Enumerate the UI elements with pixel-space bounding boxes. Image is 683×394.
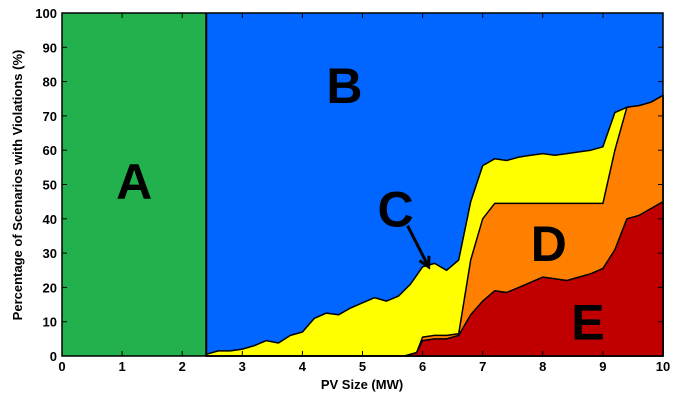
region-e-area [205, 200, 664, 357]
x-tick-label: 9 [599, 359, 606, 374]
y-tick-label: 70 [43, 109, 57, 124]
x-tick-label: 0 [58, 359, 65, 374]
y-tick-label: 40 [43, 212, 57, 227]
region-a-area [62, 13, 207, 356]
region-label-e: E [571, 295, 604, 351]
x-tick-label: 6 [419, 359, 426, 374]
y-tick-label: 50 [43, 178, 57, 193]
x-tick-label: 3 [239, 359, 246, 374]
y-tick-label: 90 [43, 40, 57, 55]
x-tick-label: 10 [656, 359, 670, 374]
chart-regions [205, 13, 664, 357]
y-tick-label: 60 [43, 143, 57, 158]
x-tick-label: 1 [118, 359, 125, 374]
x-tick-label: 8 [539, 359, 546, 374]
y-tick-label: 30 [43, 246, 57, 261]
x-axis-label: PV Size (MW) [321, 377, 403, 392]
x-tick-label: 7 [479, 359, 486, 374]
region-label-d: D [531, 216, 567, 272]
y-axis-label: Percentage of Scenarios with Violations … [10, 50, 25, 321]
y-tick-label: 100 [35, 6, 57, 21]
arrow-shaft [406, 224, 430, 268]
arrow-head [418, 255, 431, 270]
y-tick-label: 20 [43, 280, 57, 295]
x-tick-label: 5 [359, 359, 366, 374]
region-label-a: A [116, 154, 152, 210]
x-tick-label: 2 [179, 359, 186, 374]
region-label-b: B [326, 58, 362, 114]
x-tick-label: 4 [299, 359, 307, 374]
y-tick-label: 80 [43, 75, 57, 90]
y-tick-label: 0 [50, 349, 57, 364]
y-tick-label: 10 [43, 315, 57, 330]
